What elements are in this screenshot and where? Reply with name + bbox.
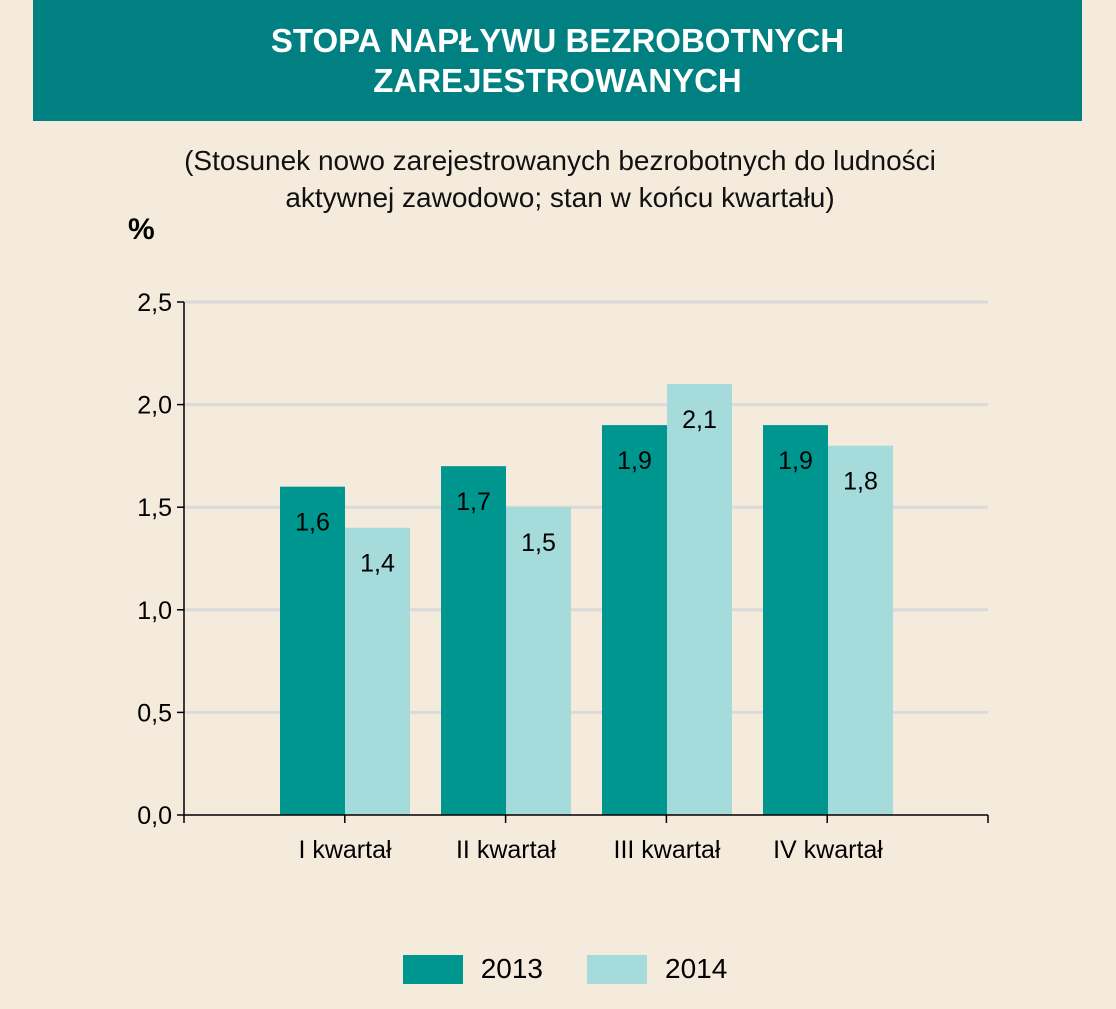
y-tick-label: 1,0 — [137, 597, 172, 625]
x-category-label: III kwartał — [614, 836, 721, 864]
chart-title: STOPA NAPŁYWU BEZROBOTNYCH ZAREJESTROWAN… — [270, 21, 845, 99]
legend-swatch-2013 — [402, 954, 463, 984]
bar-chart: 0,0 0,5 1,0 1,5 2,0 2,5 1,6 1,4 I kwartał 1,7 1,5 I… — [137, 289, 989, 864]
data-label: 1,4 — [360, 550, 395, 578]
data-label: 1,9 — [778, 447, 813, 475]
x-category-label: IV kwartał — [773, 836, 883, 864]
data-label: 1,7 — [456, 488, 491, 516]
legend: 2013 2014 — [0, 953, 1116, 985]
chart-subtitle: (Stosunek nowo zarejestrowanych bezrobot… — [184, 145, 936, 213]
data-label: 1,5 — [521, 529, 556, 557]
legend-item-2014: 2014 — [587, 953, 727, 985]
y-tick-label: 1,5 — [137, 494, 172, 522]
data-label: 1,8 — [843, 468, 878, 496]
bar-2014-2 — [506, 507, 571, 815]
legend-swatch-2014 — [587, 954, 647, 984]
y-tick-label: 2,0 — [137, 392, 172, 420]
legend-item-2013: 2013 — [402, 953, 543, 985]
bar-2014-4 — [828, 445, 893, 815]
bar-2013-3 — [602, 425, 667, 815]
y-tick-label: 0,0 — [137, 802, 172, 830]
y-axis-unit: % — [128, 213, 155, 246]
data-label: 1,6 — [295, 509, 330, 537]
x-category-label: I kwartał — [298, 836, 392, 864]
title-banner: STOPA NAPŁYWU BEZROBOTNYCH ZAREJESTROWAN… — [33, 0, 1082, 121]
bar-2013-1 — [280, 486, 345, 815]
y-tick-label: 2,5 — [137, 289, 172, 317]
bar-2013-2 — [441, 466, 506, 815]
y-tick-label: 0,5 — [137, 699, 172, 727]
x-category-label: II kwartał — [456, 836, 556, 864]
legend-label-2013: 2013 — [480, 953, 543, 984]
bar-2014-3 — [667, 384, 732, 815]
data-label: 2,1 — [682, 406, 717, 434]
bar-2014-1 — [345, 527, 410, 815]
bar-2013-4 — [763, 425, 828, 815]
legend-label-2014: 2014 — [665, 953, 728, 984]
data-label: 1,9 — [617, 447, 652, 475]
